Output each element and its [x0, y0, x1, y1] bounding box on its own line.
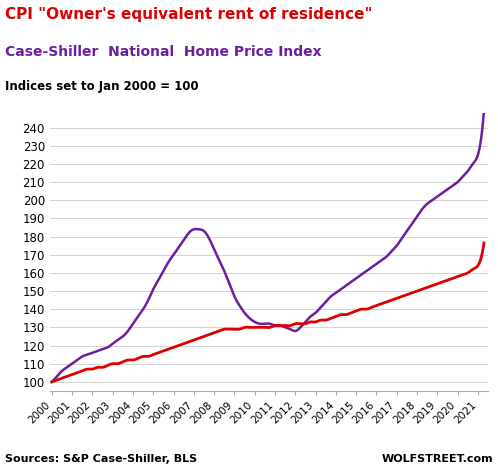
Text: CPI "Owner's equivalent rent of residence": CPI "Owner's equivalent rent of residenc… [5, 7, 373, 22]
Text: WOLFSTREET.com: WOLFSTREET.com [381, 454, 493, 464]
Text: Indices set to Jan 2000 = 100: Indices set to Jan 2000 = 100 [5, 80, 199, 93]
Text: Case-Shiller  National  Home Price Index: Case-Shiller National Home Price Index [5, 45, 322, 59]
Text: Sources: S&P Case-Shiller, BLS: Sources: S&P Case-Shiller, BLS [5, 454, 197, 464]
